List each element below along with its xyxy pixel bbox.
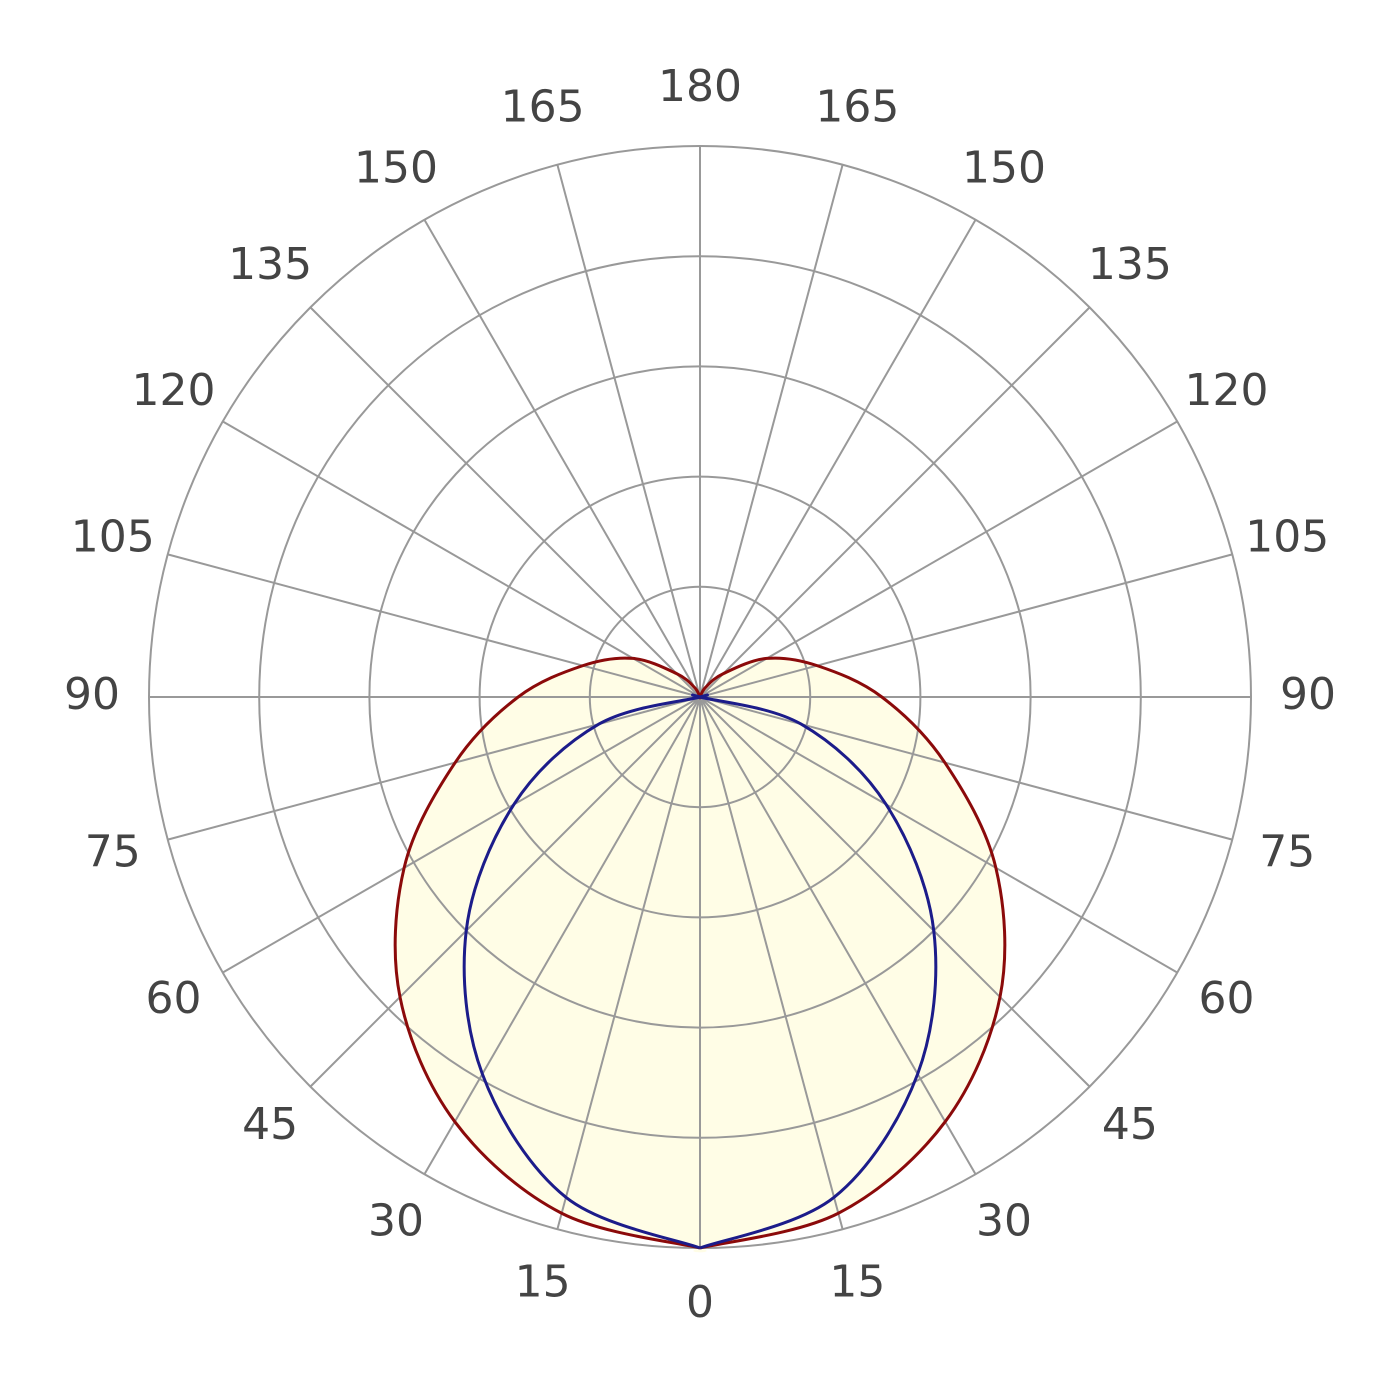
spoke [309, 306, 701, 698]
angle-label: 60 [145, 973, 201, 1024]
angle-label: 165 [501, 82, 585, 133]
spoke [556, 164, 701, 698]
spoke [699, 696, 977, 1175]
angle-label: 120 [131, 365, 215, 416]
angle-label: 135 [228, 239, 312, 290]
spoke [309, 696, 701, 1088]
spoke [699, 420, 1178, 698]
series-curve [698, 656, 1007, 1250]
spoke [423, 696, 701, 1175]
angle-label: 135 [1088, 239, 1172, 290]
series-curve [393, 656, 702, 1250]
angle-label: 150 [354, 142, 438, 193]
spoke [423, 219, 701, 698]
series-curve [462, 693, 709, 1250]
spoke [699, 306, 1091, 698]
angle-label: 30 [368, 1196, 424, 1247]
angle-label: 90 [64, 669, 120, 720]
spoke [699, 696, 1178, 974]
spoke [556, 696, 701, 1230]
spoke [699, 696, 844, 1230]
spoke [699, 696, 1233, 841]
angle-label: 15 [515, 1256, 571, 1307]
spoke [167, 553, 701, 698]
angle-label: 180 [658, 61, 742, 112]
spoke [167, 696, 701, 841]
spoke [222, 420, 701, 698]
spoke [699, 219, 977, 698]
spoke [699, 553, 1233, 698]
angle-label: 75 [85, 826, 141, 877]
angle-label: 75 [1259, 826, 1315, 877]
angle-label: 165 [815, 82, 899, 133]
angle-label: 0 [686, 1277, 714, 1328]
angle-label: 15 [829, 1256, 885, 1307]
angle-label: 45 [242, 1099, 298, 1150]
angle-label: 150 [962, 142, 1046, 193]
angle-label: 60 [1199, 973, 1255, 1024]
spoke [699, 696, 1091, 1088]
series-curve [691, 693, 938, 1250]
spoke [222, 696, 701, 974]
angle-label: 30 [976, 1196, 1032, 1247]
spoke [699, 164, 844, 698]
angle-label: 45 [1102, 1099, 1158, 1150]
angle-label: 105 [71, 512, 155, 563]
angle-label: 90 [1280, 669, 1336, 720]
angle-label: 120 [1185, 365, 1269, 416]
angle-label: 105 [1245, 512, 1329, 563]
